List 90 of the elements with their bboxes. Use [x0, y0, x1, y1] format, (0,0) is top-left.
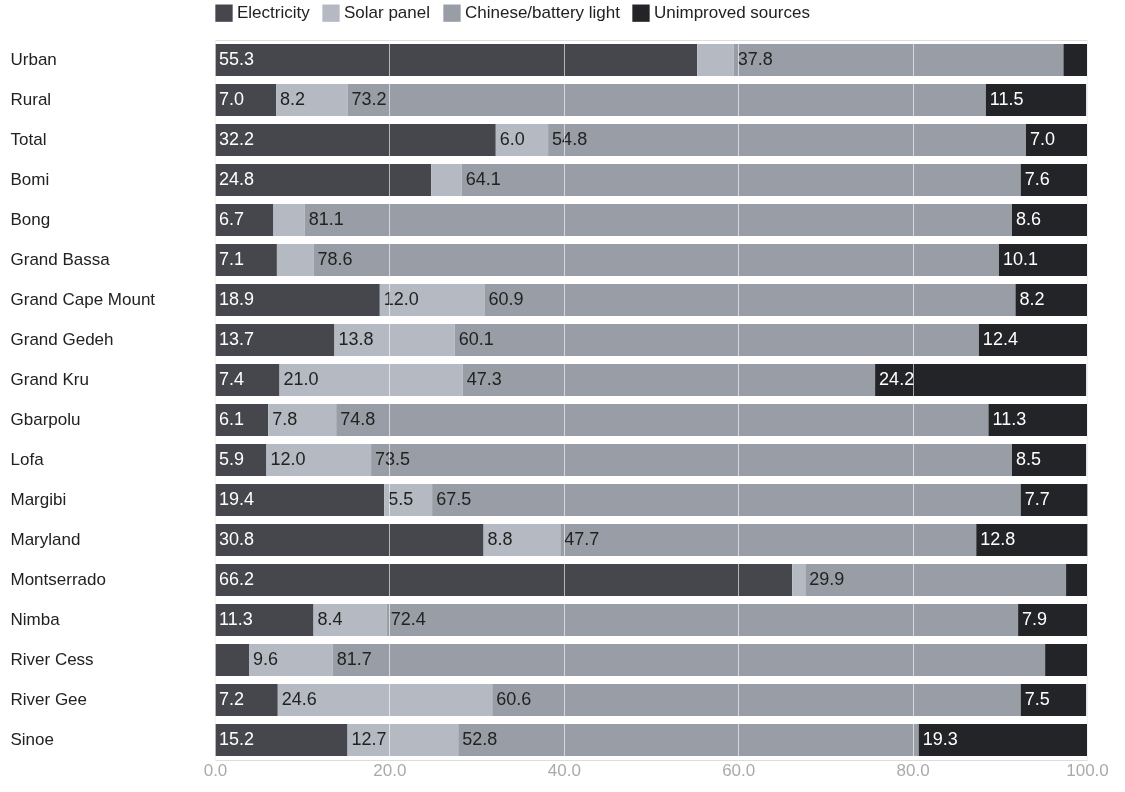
data-label: 15.2 — [219, 729, 255, 749]
y-tick-label: Grand Gedeh — [10, 330, 114, 349]
y-tick-label: River Cess — [10, 650, 94, 669]
data-label: 19.3 — [922, 729, 958, 749]
y-tick-label: Grand Cape Mount — [10, 290, 156, 309]
y-tick-label: Montserrado — [10, 570, 106, 589]
data-label: 7.7 — [1024, 489, 1050, 509]
data-label: 8.4 — [317, 609, 343, 629]
data-label: 67.5 — [436, 489, 472, 509]
legend-label: Chinese/battery light — [465, 3, 621, 23]
data-label: 30.8 — [219, 529, 255, 549]
data-label: 9.6 — [253, 649, 279, 669]
data-label: 8.6 — [1016, 209, 1042, 229]
y-tick-label: Grand Kru — [10, 370, 89, 389]
x-tick-label: 100.0 — [1066, 760, 1109, 780]
y-tick-label: Lofa — [10, 450, 45, 469]
data-label: 78.6 — [317, 249, 353, 269]
data-label: 8.2 — [1019, 289, 1045, 309]
data-label: 64.1 — [465, 169, 501, 189]
data-label: 8.5 — [1016, 449, 1042, 469]
data-label: 60.9 — [488, 289, 524, 309]
data-label: 12.8 — [980, 529, 1016, 549]
data-label: 7.5 — [1024, 689, 1050, 709]
x-tick-label: 60.0 — [722, 760, 756, 780]
data-label: 10.1 — [1002, 249, 1038, 269]
data-label: 73.2 — [351, 89, 387, 109]
y-tick-label: Gbarpolu — [10, 410, 81, 429]
data-label: 7.2 — [219, 689, 245, 709]
data-label: 11.5 — [989, 89, 1024, 109]
y-tick-label: Rural — [10, 90, 52, 109]
data-label: 60.6 — [496, 689, 532, 709]
data-label: 72.4 — [390, 609, 426, 629]
legend-label: Electricity — [237, 3, 311, 23]
data-label: 6.1 — [219, 409, 245, 429]
y-tick-label: Sinoe — [10, 730, 54, 749]
x-tick-label: 80.0 — [896, 760, 930, 780]
data-label: 7.9 — [1022, 609, 1048, 629]
data-label: 66.2 — [219, 569, 255, 589]
data-label: 37.8 — [737, 49, 773, 69]
data-label: 11.3 — [219, 609, 253, 629]
data-label: 6.7 — [219, 209, 245, 229]
data-label: 12.7 — [351, 729, 387, 749]
data-label: 5.9 — [219, 449, 245, 469]
data-label: 24.6 — [281, 689, 317, 709]
y-tick-label: Total — [10, 130, 47, 149]
y-tick-label: Bong — [10, 210, 51, 229]
legend-label: Solar panel — [344, 3, 431, 23]
data-label: 7.1 — [219, 249, 245, 269]
data-label: 7.0 — [219, 89, 245, 109]
y-tick-label: Grand Bassa — [10, 250, 111, 269]
data-label: 5.5 — [388, 489, 414, 509]
x-tick-label: 20.0 — [373, 760, 407, 780]
data-label: 52.8 — [462, 729, 498, 749]
data-label: 54.8 — [552, 129, 588, 149]
x-tick-label: 0.0 — [203, 760, 228, 780]
data-label: 47.3 — [466, 369, 502, 389]
data-label: 29.9 — [809, 569, 845, 589]
data-label: 21.0 — [283, 369, 319, 389]
data-label: 81.7 — [336, 649, 372, 669]
data-label: 11.3 — [992, 409, 1027, 429]
data-label: 32.2 — [219, 129, 255, 149]
data-label: 7.0 — [1029, 129, 1055, 149]
data-label: 8.2 — [280, 89, 306, 109]
legend-label: Unimproved sources — [654, 3, 810, 23]
data-label: 12.0 — [383, 289, 419, 309]
y-tick-label: Urban — [10, 50, 57, 69]
data-label: 8.8 — [487, 529, 513, 549]
data-label: 74.8 — [340, 409, 376, 429]
data-label: 13.8 — [338, 329, 374, 349]
data-label: 47.7 — [564, 529, 600, 549]
data-label: 81.1 — [308, 209, 344, 229]
data-label: 55.3 — [219, 49, 255, 69]
data-label: 7.4 — [219, 369, 245, 389]
data-label: 7.6 — [1024, 169, 1050, 189]
y-tick-label: Margibi — [10, 490, 67, 509]
data-label: 12.0 — [270, 449, 306, 469]
y-tick-label: Maryland — [10, 530, 81, 549]
data-label: 19.4 — [219, 489, 255, 509]
y-tick-label: River Gee — [10, 690, 88, 709]
data-label: 12.4 — [982, 329, 1018, 349]
data-label: 7.8 — [272, 409, 298, 429]
y-tick-label: Nimba — [10, 610, 61, 629]
data-label: 18.9 — [219, 289, 255, 309]
data-label: 60.1 — [458, 329, 494, 349]
y-tick-label: Bomi — [10, 170, 50, 189]
x-tick-label: 40.0 — [547, 760, 581, 780]
data-label: 13.7 — [219, 329, 255, 349]
data-label: 6.0 — [499, 129, 525, 149]
data-label: 24.8 — [219, 169, 255, 189]
data-label: 73.5 — [375, 449, 411, 469]
